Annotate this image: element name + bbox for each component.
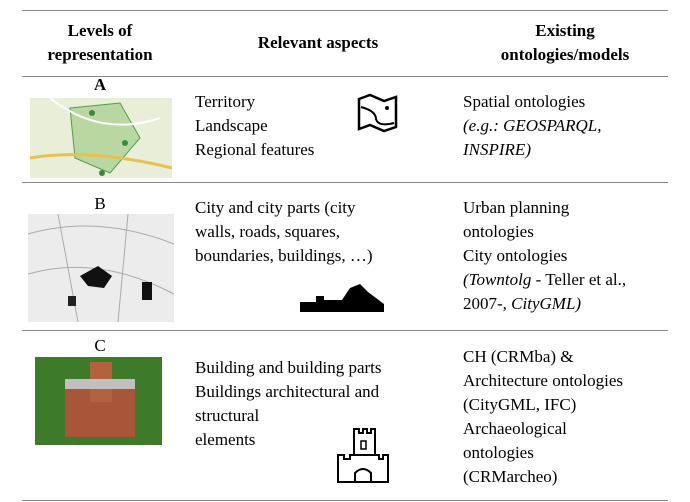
text-segment: (CRMarcheo) — [463, 467, 558, 486]
text-segment: Landscape — [195, 116, 268, 135]
text-segment: City ontologies — [463, 246, 568, 265]
text-segment: Archaeological — [463, 419, 567, 438]
rule — [22, 500, 668, 501]
model-line: Archaeological — [463, 417, 567, 441]
text-segment: INSPIRE) — [463, 140, 531, 159]
castle-image — [35, 357, 162, 445]
level-label: A — [93, 75, 107, 94]
text-segment: CH (CRMba) & — [463, 347, 574, 366]
model-line: Architecture ontologies — [463, 369, 623, 393]
text-segment: , CityGML) — [502, 294, 582, 313]
header-cell-line: ontologies/models — [500, 45, 630, 64]
model-line: (e.g.: GEOSPARQL, — [463, 114, 602, 138]
level-label: C — [94, 336, 106, 355]
text-segment: Territory — [195, 92, 256, 111]
header-cell-line: representation — [47, 45, 153, 64]
model-line: Spatial ontologies — [463, 90, 585, 114]
text-segment: Architecture ontologies — [463, 371, 624, 390]
aspect-line: structural — [195, 404, 259, 428]
text-segment: ontologies — [463, 222, 534, 241]
model-line: (CRMarcheo) — [463, 465, 557, 489]
aspect-line: walls, roads, squares, — [195, 220, 340, 244]
text-segment: Urban planning — [463, 198, 570, 217]
aspect-line: Buildings architectural and — [195, 380, 379, 404]
aspect-line: elements — [195, 428, 255, 452]
aspect-line: boundaries, buildings, …) — [195, 244, 373, 268]
model-line: CH (CRMba) & — [463, 345, 574, 369]
rule — [22, 330, 668, 331]
text-segment: (CityGML, IFC) — [463, 395, 577, 414]
map-image — [30, 98, 172, 178]
text-segment: (Towntolg — [463, 270, 532, 289]
aspect-line: Regional features — [195, 138, 314, 162]
rule — [22, 182, 668, 183]
header-cell-line: Levels of — [67, 21, 133, 40]
text-segment: 2007- — [463, 294, 503, 313]
header-cell-line: Existing — [535, 21, 595, 40]
skyline-icon — [300, 284, 384, 312]
model-line: Urban planning — [463, 196, 569, 220]
level-label: B — [94, 194, 106, 213]
text-segment: walls, roads, squares, — [195, 222, 340, 241]
text-segment: (e.g.: GEOSPARQL, — [463, 116, 602, 135]
rule — [22, 10, 668, 11]
text-segment: - Teller et al., — [531, 270, 627, 289]
text-segment: ontologies — [463, 443, 534, 462]
model-line: (CityGML, IFC) — [463, 393, 576, 417]
text-segment: elements — [195, 430, 256, 449]
model-line: (Towntolg - Teller et al., — [463, 268, 626, 292]
text-segment: City and city parts (city — [195, 198, 356, 217]
text-segment: structural — [195, 406, 260, 425]
model-line: 2007-, CityGML) — [463, 292, 581, 316]
model-line: ontologies — [463, 220, 534, 244]
text-segment: Building and building parts — [195, 358, 382, 377]
aspect-line: Building and building parts — [195, 356, 382, 380]
header-cell-line: Relevant aspects — [257, 33, 379, 52]
aspect-line: City and city parts (city — [195, 196, 356, 220]
model-line: ontologies — [463, 441, 534, 465]
map-icon — [357, 93, 398, 133]
text-segment: boundaries, buildings, …) — [195, 246, 373, 265]
model-line: City ontologies — [463, 244, 567, 268]
text-segment: Buildings architectural and — [195, 382, 380, 401]
castle-icon — [337, 428, 389, 483]
text-segment: Regional features — [195, 140, 315, 159]
aspect-line: Territory — [195, 90, 255, 114]
aspect-line: Landscape — [195, 114, 268, 138]
text-segment: Spatial ontologies — [463, 92, 586, 111]
model-line: INSPIRE) — [463, 138, 531, 162]
city-plan-image — [28, 214, 174, 322]
rule — [22, 76, 668, 77]
